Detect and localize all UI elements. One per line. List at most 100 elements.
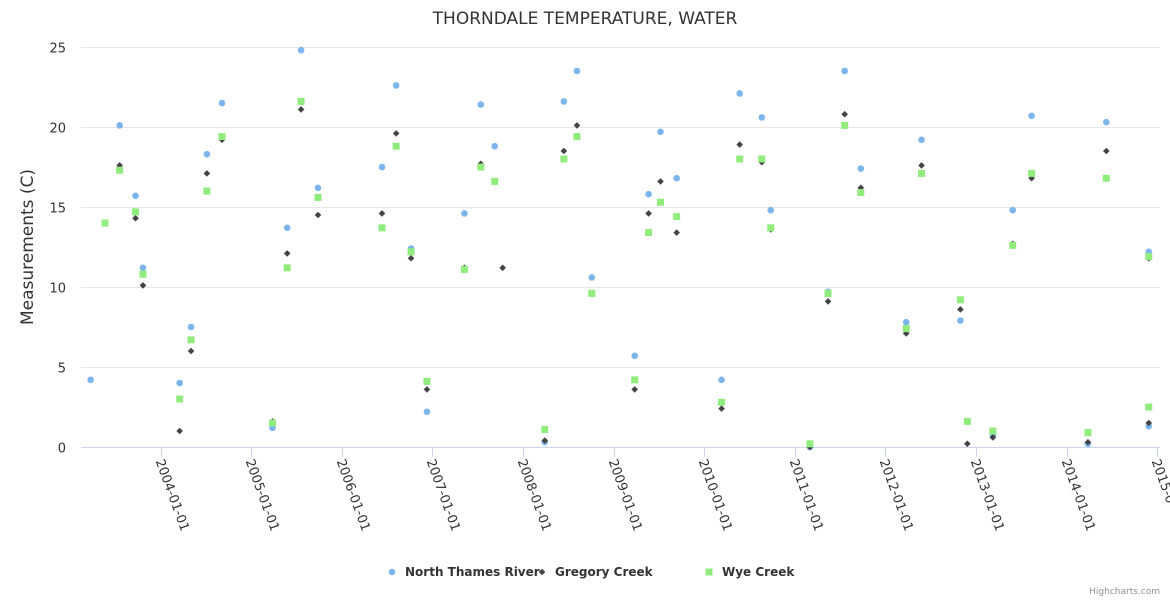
data-point[interactable]: [297, 46, 305, 54]
data-point[interactable]: [1084, 438, 1092, 446]
data-point[interactable]: [218, 133, 226, 141]
data-point[interactable]: [139, 282, 147, 289]
data-point[interactable]: [918, 136, 925, 144]
data-point[interactable]: [673, 213, 681, 221]
data-point[interactable]: [857, 189, 865, 197]
data-point[interactable]: [573, 122, 581, 129]
data-point[interactable]: [588, 289, 596, 297]
data-point[interactable]: [116, 162, 123, 169]
data-point[interactable]: [573, 67, 581, 75]
legend-marker-diamond-icon[interactable]: [538, 568, 546, 576]
data-point[interactable]: [1103, 118, 1110, 126]
data-point[interactable]: [314, 184, 322, 192]
data-point[interactable]: [1103, 147, 1110, 155]
data-point[interactable]: [176, 427, 183, 435]
data-point[interactable]: [132, 208, 140, 216]
data-point[interactable]: [283, 264, 291, 272]
data-point[interactable]: [718, 398, 726, 406]
legend-marker-circle-icon[interactable]: [388, 568, 396, 576]
data-point[interactable]: [541, 437, 549, 444]
data-point[interactable]: [657, 178, 664, 185]
data-point[interactable]: [269, 419, 277, 427]
data-point[interactable]: [736, 141, 743, 148]
data-point[interactable]: [423, 377, 431, 385]
data-point[interactable]: [132, 214, 139, 222]
data-point[interactable]: [673, 174, 680, 182]
data-point[interactable]: [203, 187, 211, 195]
data-point[interactable]: [203, 150, 211, 158]
data-point[interactable]: [314, 193, 322, 201]
data-point[interactable]: [1009, 206, 1017, 214]
data-point[interactable]: [631, 386, 638, 393]
data-point[interactable]: [460, 265, 468, 273]
data-point[interactable]: [541, 425, 549, 433]
data-point[interactable]: [560, 155, 568, 163]
data-point[interactable]: [918, 162, 925, 169]
legend-item[interactable]: North Thames River: [388, 565, 540, 579]
data-point[interactable]: [176, 395, 184, 403]
data-point[interactable]: [1145, 419, 1153, 427]
data-point[interactable]: [767, 224, 775, 232]
data-point[interactable]: [1145, 403, 1153, 411]
data-point[interactable]: [139, 270, 147, 278]
data-point[interactable]: [407, 248, 415, 256]
data-point[interactable]: [378, 210, 386, 217]
data-point[interactable]: [423, 386, 431, 393]
data-point[interactable]: [957, 317, 964, 324]
data-point[interactable]: [657, 128, 664, 136]
data-point[interactable]: [1009, 241, 1017, 249]
data-point[interactable]: [718, 405, 725, 412]
data-point[interactable]: [841, 121, 849, 129]
data-point[interactable]: [1028, 169, 1036, 177]
data-point[interactable]: [631, 352, 638, 360]
legend-label[interactable]: North Thames River: [405, 565, 540, 579]
data-point[interactable]: [857, 184, 865, 192]
legend-item[interactable]: Gregory Creek: [538, 565, 654, 579]
legend-item[interactable]: Wye Creek: [705, 565, 796, 579]
data-point[interactable]: [918, 169, 926, 177]
data-point[interactable]: [957, 306, 964, 313]
data-point[interactable]: [989, 434, 997, 441]
data-point[interactable]: [806, 440, 814, 448]
data-point[interactable]: [132, 192, 139, 200]
legend-marker-square-icon[interactable]: [705, 568, 713, 576]
data-point[interactable]: [902, 325, 910, 333]
data-point[interactable]: [1084, 429, 1092, 437]
data-point[interactable]: [718, 376, 725, 384]
data-point[interactable]: [588, 274, 596, 281]
data-point[interactable]: [314, 211, 322, 219]
data-point[interactable]: [560, 98, 568, 105]
data-point[interactable]: [378, 163, 386, 171]
data-point[interactable]: [1028, 112, 1035, 120]
data-point[interactable]: [101, 219, 109, 227]
data-point[interactable]: [857, 165, 865, 172]
data-point[interactable]: [477, 101, 485, 108]
data-point[interactable]: [736, 90, 743, 97]
data-point[interactable]: [477, 163, 485, 171]
data-point[interactable]: [1102, 174, 1110, 182]
data-point[interactable]: [283, 224, 291, 232]
data-point[interactable]: [657, 198, 665, 206]
legend-label[interactable]: Gregory Creek: [555, 565, 654, 579]
data-point[interactable]: [378, 224, 386, 232]
data-point[interactable]: [824, 298, 832, 305]
data-point[interactable]: [1145, 253, 1153, 261]
data-point[interactable]: [392, 142, 400, 150]
data-point[interactable]: [187, 323, 195, 331]
credits-link[interactable]: Highcharts.com: [1089, 587, 1160, 597]
data-point[interactable]: [645, 229, 653, 237]
data-point[interactable]: [964, 440, 971, 448]
data-point[interactable]: [218, 99, 226, 107]
data-point[interactable]: [499, 264, 506, 272]
data-point[interactable]: [573, 133, 581, 141]
data-point[interactable]: [87, 376, 94, 384]
data-point[interactable]: [631, 376, 639, 384]
data-point[interactable]: [902, 318, 910, 326]
data-point[interactable]: [767, 206, 775, 214]
data-point[interactable]: [407, 254, 415, 262]
data-point[interactable]: [841, 110, 848, 118]
data-point[interactable]: [758, 155, 766, 163]
data-point[interactable]: [116, 166, 124, 174]
data-point[interactable]: [423, 408, 431, 416]
data-point[interactable]: [841, 67, 848, 75]
